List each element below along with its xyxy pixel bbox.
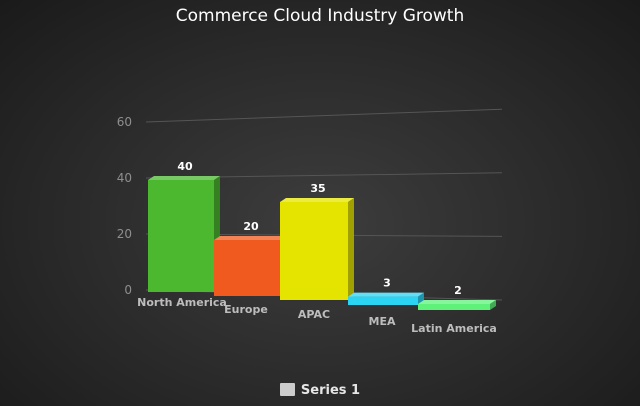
- bar-top: [214, 236, 286, 240]
- y-tick-label: 40: [117, 171, 132, 185]
- data-label: 3: [383, 277, 391, 290]
- bar-top: [348, 292, 424, 297]
- data-label: 40: [177, 160, 193, 173]
- bar-side: [490, 300, 496, 310]
- bar[interactable]: [280, 202, 348, 300]
- bar-top: [418, 300, 496, 304]
- legend[interactable]: Series 1: [0, 383, 640, 398]
- x-tick-label: Latin America: [411, 322, 497, 335]
- bar[interactable]: [348, 296, 418, 305]
- bar[interactable]: [148, 180, 214, 292]
- x-tick-label: APAC: [298, 308, 330, 321]
- data-label: 2: [454, 284, 462, 297]
- data-label: 35: [310, 182, 325, 195]
- bar[interactable]: [418, 304, 490, 310]
- y-tick-label: 60: [117, 115, 132, 129]
- grid-line: [145, 108, 503, 123]
- data-label: 20: [243, 220, 259, 233]
- bar[interactable]: [214, 240, 280, 296]
- chart-title: Commerce Cloud Industry Growth: [175, 6, 465, 26]
- y-tick-label: 0: [124, 283, 132, 297]
- y-tick-label: 20: [117, 227, 132, 241]
- x-tick-label: Europe: [224, 303, 268, 316]
- legend-label: Series 1: [300, 383, 361, 398]
- bar-top: [280, 198, 354, 202]
- x-tick-label: MEA: [369, 315, 396, 328]
- legend-swatch: [279, 383, 295, 396]
- bar-side: [348, 198, 354, 300]
- bar-top: [148, 176, 220, 180]
- x-tick-label: North America: [137, 296, 227, 309]
